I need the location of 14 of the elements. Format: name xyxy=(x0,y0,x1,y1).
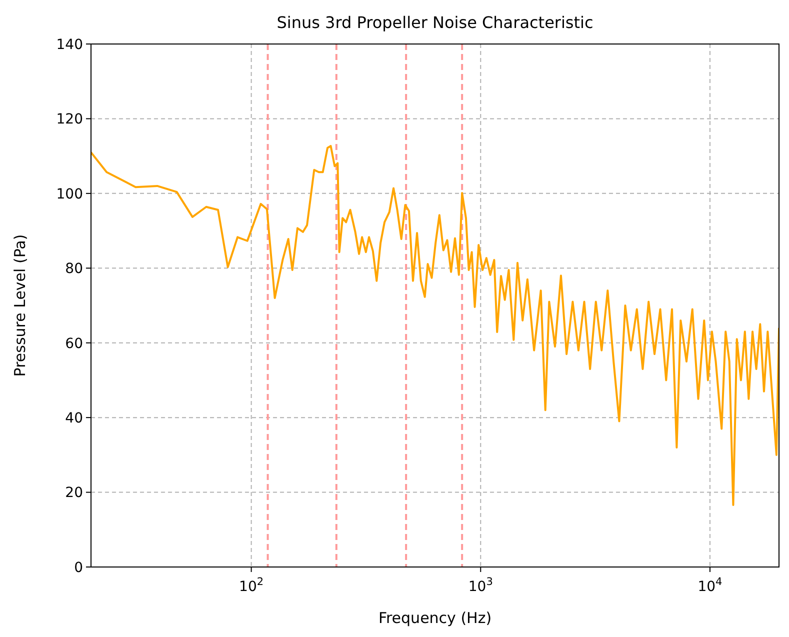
y-tick-label: 40 xyxy=(65,410,83,426)
y-tick-label: 120 xyxy=(56,112,83,128)
x-tick-label: 10$^{2}$ xyxy=(239,576,264,595)
y-tick-label: 140 xyxy=(56,36,83,53)
y-tick-label: 80 xyxy=(65,261,83,278)
y-axis-title: Pressure Level (Pa) xyxy=(11,234,29,377)
y-tick-label: 20 xyxy=(65,485,83,502)
x-axis-title: Frequency (Hz) xyxy=(378,609,492,627)
y-tick-label: 100 xyxy=(56,186,83,202)
x-tick-label: 10$^{4}$ xyxy=(698,576,723,595)
y-tick-label: 0 xyxy=(74,560,83,576)
x-tick-label: 10$^{3}$ xyxy=(468,576,493,595)
chart-title: Sinus 3rd Propeller Noise Characteristic xyxy=(276,13,594,32)
y-tick-label: 60 xyxy=(65,336,83,352)
